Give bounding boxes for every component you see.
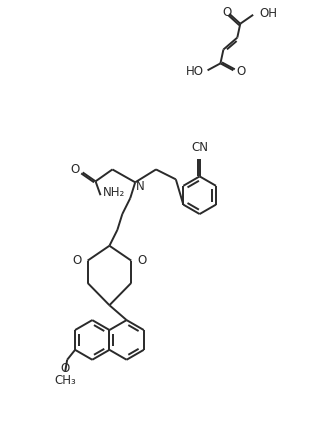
Text: O: O (70, 163, 80, 176)
Text: O: O (72, 254, 82, 267)
Text: CH₃: CH₃ (54, 374, 76, 387)
Text: O: O (137, 254, 146, 267)
Text: CN: CN (191, 141, 208, 153)
Text: OH: OH (259, 7, 277, 20)
Text: HO: HO (185, 65, 204, 78)
Text: N: N (136, 180, 145, 193)
Text: NH₂: NH₂ (102, 186, 125, 199)
Text: O: O (223, 6, 232, 19)
Text: O: O (61, 362, 70, 375)
Text: O: O (236, 65, 246, 78)
